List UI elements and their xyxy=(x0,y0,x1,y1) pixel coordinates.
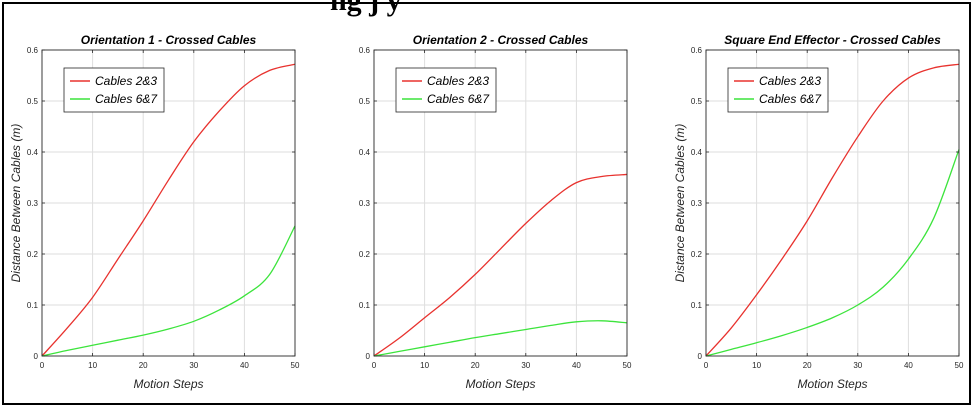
x-tick-label: 30 xyxy=(189,361,198,370)
x-tick-label: 0 xyxy=(372,361,377,370)
x-tick-label: 40 xyxy=(904,361,913,370)
x-axis-label: Motion Steps xyxy=(797,377,867,391)
y-tick-label: 0.3 xyxy=(27,199,39,208)
chart-2: 0 10 20 30 40 50 0 0.1 0.2 0.3 0.4 0.5 0.6 Orientatio… xyxy=(359,33,632,391)
y-tick-label: 0 xyxy=(366,352,371,361)
legend-label-cables-2-3: Cables 2&3 xyxy=(427,74,489,88)
legend: Cables 2&3 Cables 6&7 xyxy=(727,67,829,113)
legend-label-cables-6-7: Cables 6&7 xyxy=(759,92,822,106)
x-tick-label: 50 xyxy=(291,361,300,370)
x-axis-label: Motion Steps xyxy=(133,377,203,391)
y-tick-label: 0.2 xyxy=(359,250,371,259)
figure-title-cut: ng j y xyxy=(330,0,402,17)
chart-title: Orientation 1 - Crossed Cables xyxy=(81,33,257,47)
x-axis-label: Motion Steps xyxy=(465,377,535,391)
y-tick-label: 0.3 xyxy=(359,199,371,208)
y-axis-label: Distance Between Cables (m) xyxy=(673,124,687,283)
x-tick-label: 40 xyxy=(572,361,581,370)
legend-label-cables-6-7: Cables 6&7 xyxy=(427,92,490,106)
y-tick-label: 0 xyxy=(698,352,703,361)
y-tick-label: 0.1 xyxy=(691,301,703,310)
x-tick-label: 0 xyxy=(40,361,45,370)
legend-label-cables-6-7: Cables 6&7 xyxy=(95,92,158,106)
x-tick-label: 40 xyxy=(240,361,249,370)
y-tick-label: 0.4 xyxy=(359,148,371,157)
series-line-cables-6-7 xyxy=(41,225,296,357)
x-tick-label: 20 xyxy=(471,361,480,370)
legend-box xyxy=(63,67,165,113)
legend-label-cables-2-3: Cables 2&3 xyxy=(95,74,157,88)
x-tick-label: 50 xyxy=(955,361,964,370)
x-tick-label: 50 xyxy=(623,361,632,370)
x-tick-label: 10 xyxy=(88,361,97,370)
x-tick-label: 20 xyxy=(139,361,148,370)
y-tick-label: 0 xyxy=(34,352,39,361)
x-tick-label: 30 xyxy=(521,361,530,370)
legend: Cables 2&3 Cables 6&7 xyxy=(395,67,497,113)
y-tick-label: 0.1 xyxy=(359,301,371,310)
chart-title: Square End Effector - Crossed Cables xyxy=(724,33,941,47)
y-tick-label: 0.5 xyxy=(27,97,39,106)
series-line-cables-2-3 xyxy=(41,63,296,357)
series-line-cables-2-3 xyxy=(705,63,960,357)
y-axis-label: Distance Between Cables (m) xyxy=(9,124,23,283)
x-tick-label: 30 xyxy=(853,361,862,370)
chart-3: 0 10 20 30 40 50 0 0.1 0.2 0.3 0.4 0.5 0.6 Square End… xyxy=(673,33,964,391)
chart-title: Orientation 2 - Crossed Cables xyxy=(413,33,589,47)
y-tick-label: 0.6 xyxy=(27,46,39,55)
x-tick-label: 10 xyxy=(420,361,429,370)
x-tick-label: 10 xyxy=(752,361,761,370)
y-tick-label: 0.5 xyxy=(359,97,371,106)
series-line-cables-6-7 xyxy=(373,320,628,357)
y-tick-label: 0.3 xyxy=(691,199,703,208)
y-tick-label: 0.5 xyxy=(691,97,703,106)
y-tick-label: 0.2 xyxy=(27,250,39,259)
x-tick-label: 20 xyxy=(803,361,812,370)
x-tick-label: 0 xyxy=(704,361,709,370)
y-tick-label: 0.2 xyxy=(691,250,703,259)
y-tick-label: 0.6 xyxy=(691,46,703,55)
y-tick-label: 0.4 xyxy=(27,148,39,157)
series-line-cables-6-7 xyxy=(705,149,960,357)
y-tick-label: 0.4 xyxy=(691,148,703,157)
y-tick-label: 0.1 xyxy=(27,301,39,310)
legend: Cables 2&3 Cables 6&7 xyxy=(63,67,165,113)
series-line-cables-2-3 xyxy=(373,173,628,357)
y-tick-label: 0.6 xyxy=(359,46,371,55)
figure-border xyxy=(2,2,971,405)
legend-label-cables-2-3: Cables 2&3 xyxy=(759,74,821,88)
legend-box xyxy=(727,67,829,113)
legend-box xyxy=(395,67,497,113)
chart-1: 0 10 20 30 40 50 0 0.1 0.2 0.3 0.4 0.5 0.6 Orientatio… xyxy=(9,33,300,391)
